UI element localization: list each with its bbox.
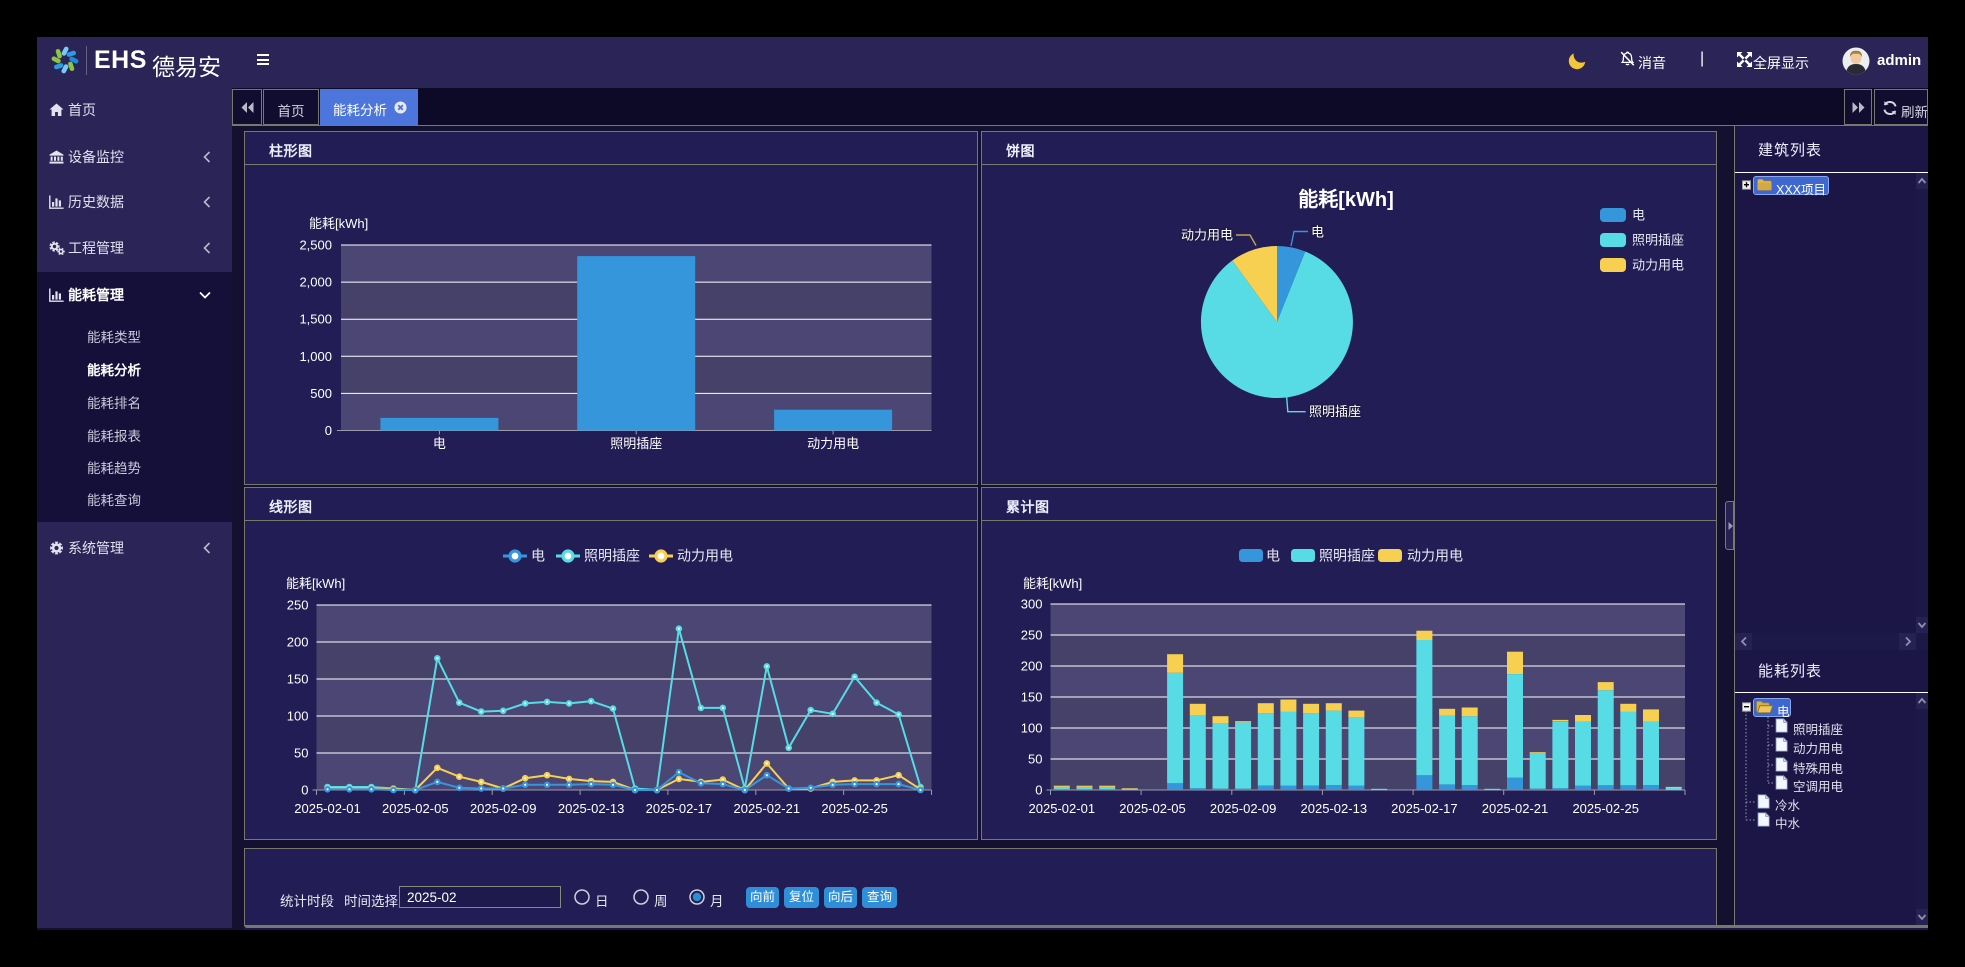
svg-text:100: 100 [287, 709, 309, 724]
svg-text:动力用电: 动力用电 [1632, 258, 1684, 273]
svg-text:电: 电 [1311, 225, 1324, 240]
svg-text:0: 0 [301, 783, 308, 798]
svg-text:2025-02-21: 2025-02-21 [734, 801, 801, 816]
svg-text:1,500: 1,500 [299, 312, 332, 327]
svg-text:电: 电 [433, 436, 446, 451]
svg-text:照明插座: 照明插座 [610, 436, 662, 451]
svg-text:能耗[kWh]: 能耗[kWh] [309, 216, 368, 231]
svg-text:2025-02-13: 2025-02-13 [558, 801, 625, 816]
svg-text:250: 250 [1021, 628, 1043, 643]
svg-text:100: 100 [1021, 721, 1043, 736]
svg-text:2025-02-09: 2025-02-09 [470, 801, 537, 816]
svg-text:2025-02-25: 2025-02-25 [821, 801, 888, 816]
svg-text:2025-02-01: 2025-02-01 [294, 801, 361, 816]
svg-text:照明插座: 照明插座 [1632, 233, 1684, 248]
svg-text:2,000: 2,000 [299, 275, 332, 290]
svg-text:2025-02-17: 2025-02-17 [646, 801, 713, 816]
svg-text:动力用电: 动力用电 [1181, 228, 1233, 243]
svg-text:250: 250 [287, 598, 309, 613]
svg-text:照明插座: 照明插座 [1309, 404, 1361, 419]
svg-text:150: 150 [1021, 690, 1043, 705]
svg-text:动力用电: 动力用电 [807, 436, 859, 451]
svg-text:2025-02-25: 2025-02-25 [1572, 801, 1639, 816]
svg-text:电: 电 [531, 548, 545, 564]
svg-text:300: 300 [1021, 597, 1043, 612]
svg-text:2,500: 2,500 [299, 238, 332, 253]
svg-text:50: 50 [294, 746, 308, 761]
svg-text:200: 200 [1021, 659, 1043, 674]
svg-text:2025-02-05: 2025-02-05 [382, 801, 449, 816]
svg-text:2025-02-09: 2025-02-09 [1210, 801, 1277, 816]
svg-text:照明插座: 照明插座 [1319, 548, 1375, 564]
svg-text:1,000: 1,000 [299, 349, 332, 364]
svg-text:2025-02-21: 2025-02-21 [1482, 801, 1549, 816]
svg-text:150: 150 [287, 672, 309, 687]
svg-text:能耗[kWh]: 能耗[kWh] [1023, 576, 1082, 591]
svg-text:能耗[kWh]: 能耗[kWh] [286, 576, 345, 591]
svg-text:200: 200 [287, 635, 309, 650]
svg-text:2025-02-01: 2025-02-01 [1029, 801, 1096, 816]
svg-text:0: 0 [325, 423, 332, 438]
svg-text:500: 500 [310, 386, 332, 401]
svg-text:动力用电: 动力用电 [677, 548, 733, 564]
svg-text:能耗[kWh]: 能耗[kWh] [1298, 187, 1394, 211]
svg-text:动力用电: 动力用电 [1407, 548, 1463, 564]
svg-text:照明插座: 照明插座 [584, 548, 640, 564]
svg-text:电: 电 [1632, 208, 1645, 223]
svg-text:2025-02-05: 2025-02-05 [1119, 801, 1186, 816]
svg-text:2025-02-13: 2025-02-13 [1301, 801, 1368, 816]
svg-text:50: 50 [1028, 752, 1042, 767]
svg-text:0: 0 [1035, 783, 1042, 798]
svg-text:电: 电 [1266, 548, 1280, 564]
svg-text:2025-02-17: 2025-02-17 [1391, 801, 1458, 816]
